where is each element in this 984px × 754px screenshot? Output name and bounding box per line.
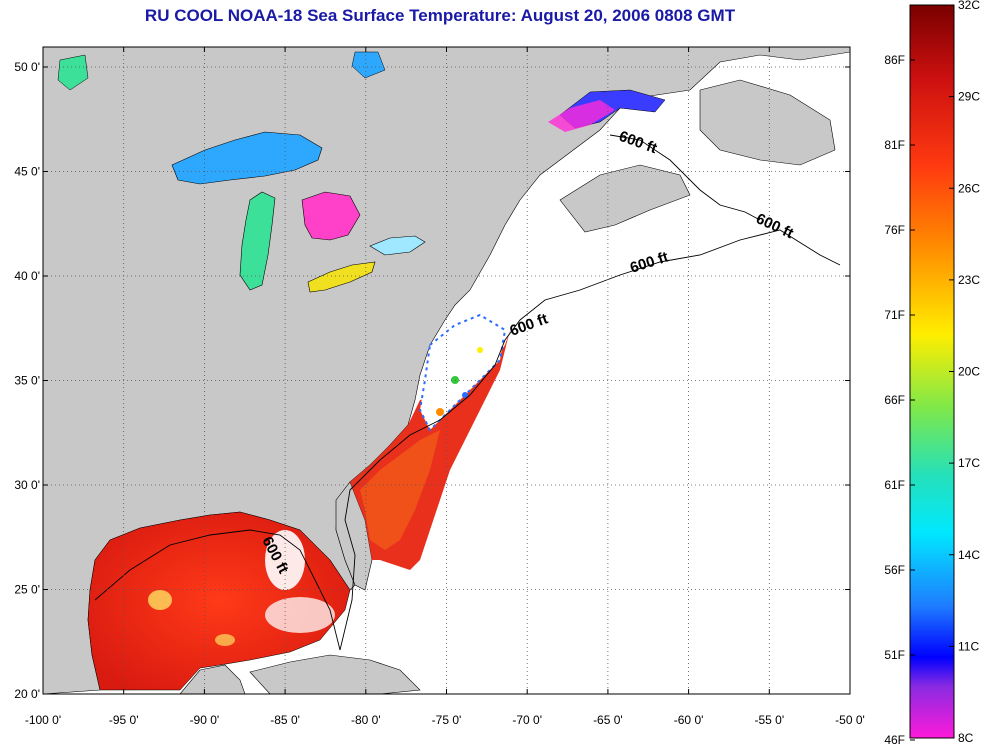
latitude-tick-label: 40 0' bbox=[14, 269, 40, 283]
latitude-axis: 50 0' 45 0' 40 0' 35 0' 30 0' 25 0' 20 0' bbox=[14, 60, 850, 701]
colorbar-fahrenheit-label: 46F bbox=[884, 733, 905, 747]
longitude-tick-label: -65 0' bbox=[593, 713, 623, 727]
latitude-tick-label: 25 0' bbox=[14, 583, 40, 597]
sst-dot bbox=[477, 347, 483, 353]
colorbar bbox=[909, 4, 955, 739]
graticule bbox=[43, 47, 850, 694]
colorbar-celsius-label: 29C bbox=[958, 90, 980, 104]
lake-nipigon bbox=[351, 51, 386, 79]
colorbar-fahrenheit-label: 76F bbox=[884, 223, 905, 237]
longitude-tick-label: -85 0' bbox=[270, 713, 300, 727]
gulf-warm-patch bbox=[148, 590, 172, 610]
colorbar-fahrenheit-label: 86F bbox=[884, 53, 905, 67]
colorbar-celsius-label: 32C bbox=[958, 0, 980, 12]
colorbar-fahrenheit-label: 51F bbox=[884, 648, 905, 662]
land-maritimes bbox=[699, 79, 836, 166]
colorbar-fahrenheit-label: 66F bbox=[884, 393, 905, 407]
lake-ontario bbox=[369, 235, 426, 256]
latitude-tick-label: 50 0' bbox=[14, 60, 40, 74]
longitude-tick-label: -55 0' bbox=[754, 713, 784, 727]
colorbar-labels: 86F 81F 76F 71F 66F 61F 56F 51F 46F 32C 29C 26C 23C 2… bbox=[884, 0, 980, 747]
longitude-tick-label: -80 0' bbox=[351, 713, 381, 727]
lake-erie bbox=[307, 261, 376, 293]
longitude-tick-label: -100 0' bbox=[25, 713, 61, 727]
latitude-tick-label: 35 0' bbox=[14, 374, 40, 388]
map-title: RU COOL NOAA-18 Sea Surface Temperature:… bbox=[144, 6, 736, 25]
land-nova-scotia bbox=[559, 164, 691, 233]
lake-michigan bbox=[239, 191, 276, 291]
longitude-tick-label: -50 0' bbox=[835, 713, 865, 727]
longitude-tick-label: -75 0' bbox=[432, 713, 462, 727]
latitude-tick-label: 30 0' bbox=[14, 478, 40, 492]
colorbar-celsius-label: 8C bbox=[958, 731, 974, 745]
colorbar-celsius-label: 11C bbox=[958, 639, 979, 653]
colorbar-celsius-label: 26C bbox=[958, 181, 980, 195]
sst-st-lawrence-pink bbox=[548, 100, 615, 132]
colorbar-fahrenheit-label: 71F bbox=[884, 308, 905, 322]
gulf-cloud-patch bbox=[265, 530, 305, 590]
colorbar-fahrenheit-label: 56F bbox=[884, 563, 905, 577]
latitude-tick-label: 20 0' bbox=[14, 687, 40, 701]
longitude-tick-label: -95 0' bbox=[109, 713, 139, 727]
colorbar-celsius-label: 17C bbox=[958, 456, 980, 470]
contour-600ft-north bbox=[609, 134, 761, 221]
sst-atlantic-warm-core bbox=[360, 430, 440, 550]
longitude-tick-label: -60 0' bbox=[674, 713, 704, 727]
lake-huron bbox=[301, 191, 361, 241]
gulf-cloud-patch bbox=[265, 597, 335, 633]
longitude-tick-label: -90 0' bbox=[190, 713, 220, 727]
colorbar-celsius-label: 23C bbox=[958, 273, 980, 287]
sst-dot bbox=[436, 408, 444, 416]
colorbar-fahrenheit-label: 61F bbox=[884, 478, 905, 492]
lake-superior bbox=[171, 131, 323, 185]
lake-winnipeg-fragment bbox=[57, 54, 89, 91]
contour-600ft-gulf bbox=[94, 529, 341, 651]
land-cuba bbox=[249, 654, 421, 694]
contour-600ft bbox=[339, 229, 841, 651]
sst-dot bbox=[451, 376, 459, 384]
colorbar-celsius-label: 20C bbox=[958, 365, 980, 379]
gulf-warm-patch bbox=[215, 634, 235, 646]
colorbar-fahrenheit-label: 81F bbox=[884, 138, 905, 152]
land-yucatan bbox=[179, 664, 246, 694]
longitude-axis: -100 0' -95 0' -90 0' -85 0' -80 0' -75 0' -70… bbox=[25, 47, 865, 727]
colorbar-celsius-label: 14C bbox=[958, 548, 980, 562]
longitude-tick-label: -70 0' bbox=[512, 713, 542, 727]
sst-mid-atlantic-patches bbox=[418, 313, 507, 432]
sst-dot bbox=[462, 392, 468, 398]
latitude-tick-label: 45 0' bbox=[14, 165, 40, 179]
